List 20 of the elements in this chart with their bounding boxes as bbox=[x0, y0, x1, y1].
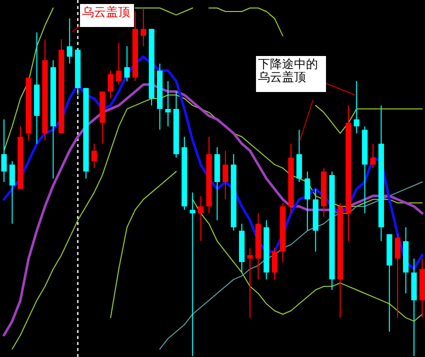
candlestick bbox=[1, 118, 7, 182]
candlestick bbox=[394, 234, 400, 318]
candlestick bbox=[116, 42, 122, 86]
candlestick bbox=[272, 248, 278, 280]
candlestick bbox=[354, 80, 360, 134]
annotation: 下降途中的乌云盖顶 bbox=[256, 56, 326, 92]
candlestick bbox=[304, 171, 310, 232]
candlestick bbox=[108, 70, 114, 99]
candlestick bbox=[140, 8, 146, 47]
candlestick bbox=[222, 150, 228, 200]
candlestick bbox=[165, 80, 171, 127]
candlestick bbox=[124, 46, 130, 82]
annotation: 乌云盖顶 bbox=[80, 4, 134, 27]
candlestick bbox=[247, 248, 253, 318]
candlestick bbox=[91, 143, 97, 169]
candlestick bbox=[190, 192, 196, 356]
candlestick bbox=[198, 195, 204, 242]
candlestick bbox=[66, 18, 72, 64]
candlestick bbox=[9, 160, 15, 224]
candlestick bbox=[370, 143, 376, 169]
